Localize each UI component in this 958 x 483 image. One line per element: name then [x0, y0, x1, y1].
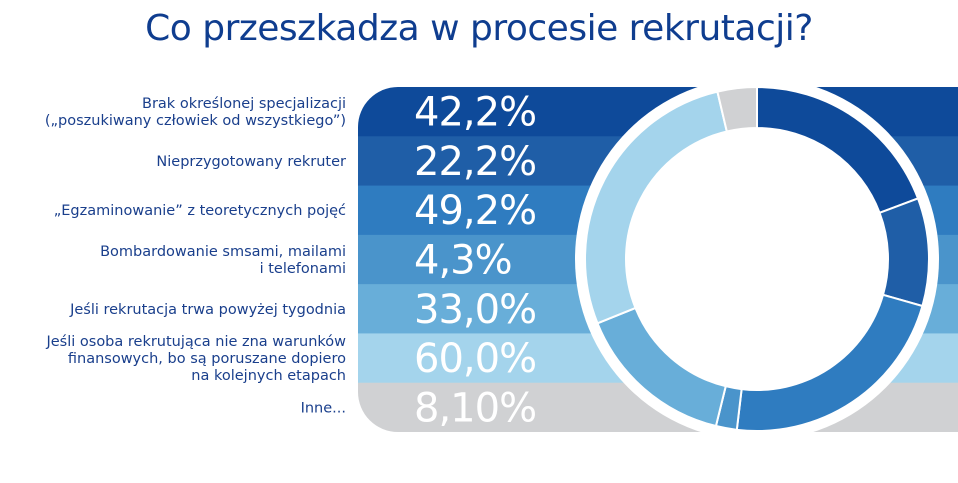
category-label: Jeśli rekrutacja trwa powyżej tygodnia	[69, 302, 346, 318]
value-label: 33,0%	[414, 287, 536, 333]
category-label: Brak określonej specjalizacji („poszukiwa…	[45, 96, 346, 129]
category-label-line: Nieprzygotowany rekruter	[156, 154, 346, 170]
category-label-line: „Egzaminowanie” z teoretycznych pojęć	[54, 203, 346, 219]
category-label-line: Bombardowanie smsami, mailami	[100, 244, 346, 260]
category-label: Nieprzygotowany rekruter	[156, 154, 346, 170]
category-label: Inne...	[301, 400, 346, 416]
value-label: 4,3%	[414, 238, 512, 284]
donut-slice	[716, 85, 758, 133]
chart-title: Co przeszkadza w procesie rekrutacji?	[145, 8, 813, 49]
value-labels: 42,2%22,2%49,2%4,3%33,0%60,0%8,10%	[414, 90, 537, 432]
category-label-line: i telefonami	[260, 261, 346, 277]
category-label-line: („poszukiwany człowiek od wszystkiego”)	[45, 113, 346, 129]
value-label: 49,2%	[414, 188, 536, 234]
category-label-line: Jeśli rekrutacja trwa powyżej tygodnia	[69, 302, 346, 318]
category-label-line: Jeśli osoba rekrutująca nie zna warunków	[45, 334, 346, 350]
donut-chart	[584, 85, 930, 432]
value-label: 8,10%	[414, 385, 536, 431]
category-label-line: na kolejnych etapach	[191, 368, 346, 384]
donut-slice	[878, 197, 930, 308]
category-label-line: finansowych, bo są poruszane dopiero	[68, 351, 346, 367]
category-label-line: Inne...	[301, 400, 346, 416]
value-label: 42,2%	[414, 90, 536, 136]
category-labels: Brak określonej specjalizacji („poszukiwa…	[45, 96, 346, 416]
category-label: „Egzaminowanie” z teoretycznych pojęć	[54, 203, 346, 219]
category-label: Bombardowanie smsami, mailami i telefonam…	[100, 244, 346, 277]
donut-backdrop	[575, 77, 939, 441]
category-label: Jeśli osoba rekrutująca nie zna warunków…	[45, 334, 346, 384]
value-label: 60,0%	[414, 336, 536, 382]
category-label-line: Brak określonej specjalizacji	[142, 96, 346, 112]
value-label: 22,2%	[414, 139, 536, 185]
